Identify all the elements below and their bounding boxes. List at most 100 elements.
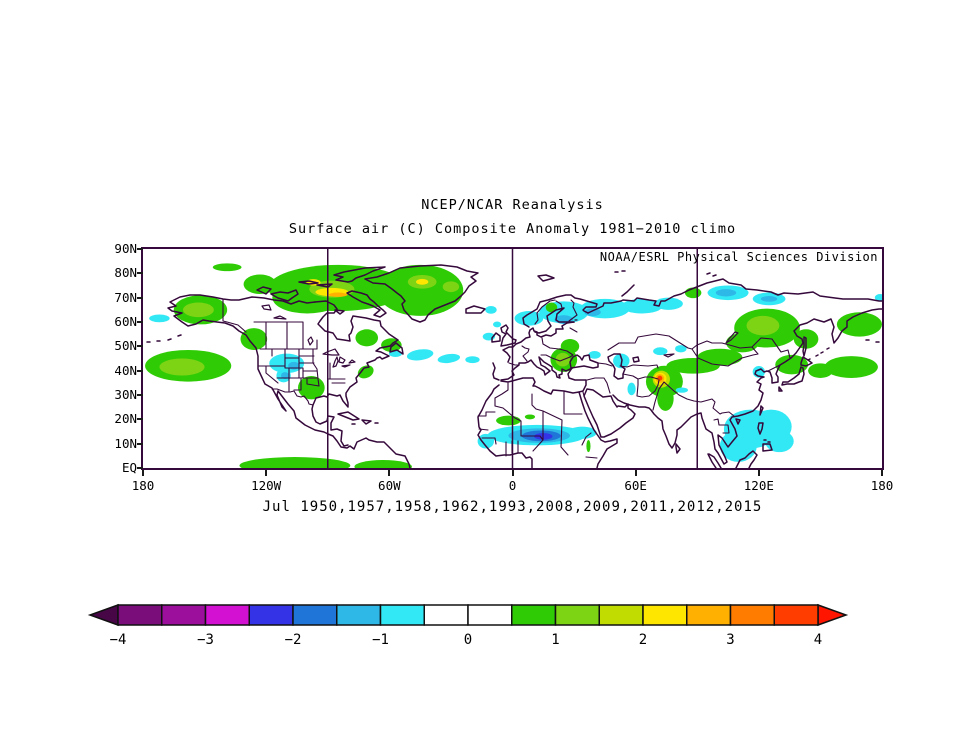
anomaly-region-pamir-hotspot-core: [657, 375, 663, 381]
colorbar-cell: [336, 604, 382, 626]
colorbar-tick-label: 0: [464, 632, 472, 648]
coast-caribbean: [337, 411, 379, 425]
noaa-watermark: NOAA/ESRL Physical Sciences Division: [599, 250, 878, 264]
coast-scandinavia: [522, 294, 598, 328]
anomaly-region-east-siberia-warm-core: [746, 315, 780, 336]
anomaly-region-uk-seas-cool-spots: [492, 321, 502, 328]
y-tick-mark: [137, 345, 143, 348]
y-tick-label: 70N: [114, 289, 137, 305]
y-tick-mark: [137, 394, 143, 396]
coast-black-sea: [569, 354, 599, 369]
coast-ellesmere: [333, 266, 386, 283]
coast-taiwan-hainan: [735, 405, 764, 425]
anomaly-region-pamir-hotspot-warm: [657, 386, 674, 411]
coast-queen-elizabeth-islands: [298, 280, 345, 315]
coastline-layer: [146, 264, 882, 468]
x-tick-mark: [142, 470, 144, 476]
colorbar-tick-label: 1: [551, 632, 559, 648]
y-tick-label: 80N: [114, 265, 137, 281]
map-svg: [145, 249, 882, 468]
colorbar-cell: [511, 604, 557, 626]
anomaly-region-nw-pacific-warm: [808, 363, 833, 378]
colorbar-tick-label: 2: [639, 632, 647, 648]
plot-title: NCEP/NCAR Reanalysis: [421, 197, 604, 213]
y-tick-label: 10N: [114, 435, 137, 451]
y-tick-mark: [137, 467, 143, 469]
coast-greenland: [364, 264, 479, 323]
anomaly-region-equatorial-pacific-warm: [239, 457, 351, 468]
anomaly-region-texas-warm: [297, 376, 325, 400]
coast-caspian-sea: [607, 353, 626, 380]
coast-philippines: [757, 422, 773, 452]
lakes-north-america: [261, 304, 356, 368]
meridian-lines: [327, 249, 698, 468]
colorbar-cell: [642, 604, 688, 626]
anomaly-region-baltic-cool-cores: [584, 308, 601, 317]
x-tick-label: 60E: [624, 478, 647, 493]
x-tick-label: 180: [131, 478, 155, 493]
y-tick-label: 60N: [114, 314, 137, 329]
colorbar-cell: [117, 604, 163, 626]
borders-africa: [477, 382, 598, 459]
colorbar-tick-label: 4: [814, 632, 822, 648]
lakes-eurasia: [574, 319, 739, 358]
anomaly-region-arctic-canada-greenland-warm: [243, 274, 277, 295]
anomaly-region-arctic-archipelago-hot-streak: [416, 278, 429, 285]
coast-banks-island: [256, 286, 272, 295]
anomaly-region-arctic-canada-greenland-warm: [212, 263, 242, 272]
anomaly-region-quebec-warm: [355, 329, 379, 347]
y-tick-label: 20N: [114, 411, 137, 427]
anomaly-region-north-pacific-warm-core: [159, 358, 205, 376]
x-tick-mark: [388, 470, 391, 476]
anomaly-region-arctic-canada-greenland-warm: [377, 264, 464, 316]
y-tick-mark: [137, 296, 143, 299]
y-tick-label: EQ: [121, 460, 137, 475]
y-tick-label: 90N: [114, 241, 137, 256]
y-tick-label: 50N: [114, 338, 137, 354]
anomaly-region-arctic-russia-cool: [874, 294, 882, 302]
colorbar-cell: [248, 604, 294, 626]
x-tick-mark: [265, 470, 268, 476]
anomaly-region-iran-cool: [627, 382, 636, 396]
coast-europe-atlantic-med: [492, 356, 587, 395]
borders-asia: [586, 333, 791, 434]
anomaly-region-tibet-cool-dash: [675, 387, 689, 393]
coast-baffin-island: [346, 290, 387, 318]
colorbar: −4 −3 −2 −1 0 1 2 3 4: [87, 603, 849, 648]
borders-europe: [508, 299, 578, 366]
coast-svalbard: [537, 274, 555, 282]
coast-sakhalin-kurils: [802, 336, 830, 361]
anomaly-region-north-atlantic-cool-band: [465, 356, 480, 364]
colorbar-tick-label: −3: [197, 632, 214, 648]
colorbar-cell: [161, 604, 207, 626]
coast-aleutians: [146, 334, 880, 343]
colorbar-tick-label: −1: [372, 632, 389, 648]
anomaly-region-north-europe-russia-cool-band: [621, 298, 663, 314]
coast-south-east-asia: [612, 308, 882, 465]
anomaly-region-bering-cool: [149, 314, 170, 323]
anomaly-region-us-southwest-cool-core: [280, 372, 290, 379]
anomaly-region-kazakh-cool-spots: [675, 345, 687, 353]
anomaly-region-british-columbia-warm: [240, 328, 268, 350]
colorbar-right-arrow: [817, 603, 849, 627]
colorbar-tick-label: 3: [726, 632, 734, 648]
anomaly-region-black-sea-cool: [588, 350, 601, 359]
anomaly-region-north-atlantic-cool-band: [406, 349, 434, 361]
coast-baltic: [534, 307, 575, 334]
y-tick-mark: [137, 442, 143, 445]
anomaly-region-alaska-warm-core: [183, 302, 214, 318]
coast-africa-east: [578, 391, 618, 468]
coast-france-northsea: [502, 321, 575, 363]
colorbar-cell: [554, 604, 600, 626]
coast-victoria-island: [270, 289, 299, 302]
y-tick-label: 40N: [114, 362, 137, 378]
plot-subtitle: Surface air (C) Composite Anomaly 1981−2…: [288, 221, 737, 237]
y-tick-mark: [137, 321, 143, 323]
y-tick-label: 30N: [114, 387, 137, 402]
x-tick-label: 60W: [378, 478, 401, 493]
colorbar-tick-label: −2: [285, 632, 302, 648]
colorbar-cell: [686, 604, 732, 626]
colorbar-cell: [773, 604, 819, 626]
coast-newfoundland: [389, 342, 404, 355]
composite-caption: Jul 1950,1957,1958,1962,1993,2008,2009,2…: [262, 499, 763, 515]
